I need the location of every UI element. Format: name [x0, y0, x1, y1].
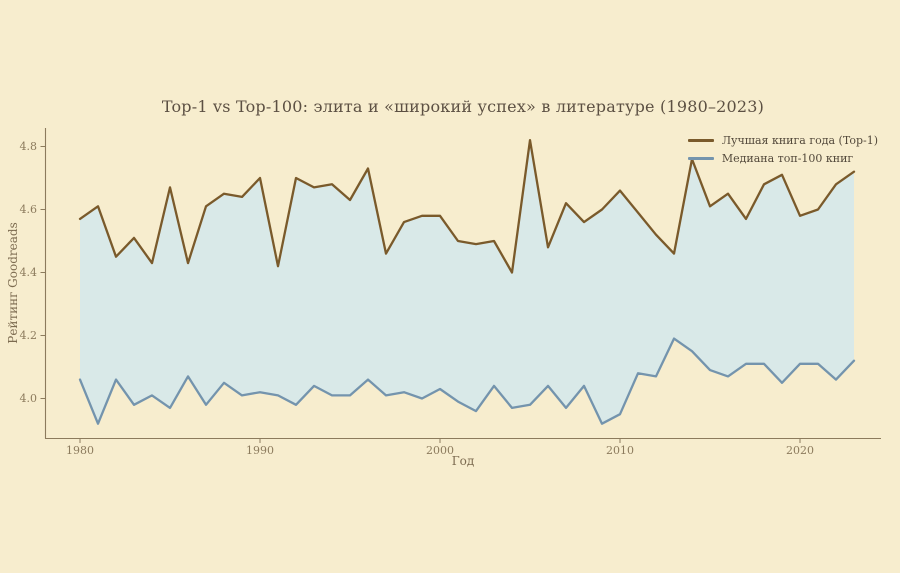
legend-line-swatch	[688, 157, 714, 160]
legend-line-swatch	[688, 139, 714, 142]
chart-svg: 19801990200020102020 4.04.24.44.64.8	[0, 0, 900, 573]
y-tick-label: 4.0	[20, 392, 38, 405]
chart-figure: 19801990200020102020 4.04.24.44.64.8 Top…	[0, 0, 900, 573]
legend-item: Лучшая книга года (Top-1)	[688, 133, 878, 148]
legend: Лучшая книга года (Top-1) Медиана топ-100…	[688, 133, 878, 166]
legend-label: Медиана топ-100 книг	[722, 152, 853, 165]
x-axis-label: Год	[45, 454, 881, 468]
y-axis-label: Рейтинг Goodreads	[6, 133, 20, 433]
area-between-series	[80, 140, 854, 424]
y-tick-label: 4.2	[20, 329, 38, 342]
legend-item: Медиана топ-100 книг	[688, 151, 878, 166]
chart-title: Top-1 vs Top-100: элита и «широкий успех…	[45, 97, 881, 116]
y-tick-label: 4.8	[20, 140, 38, 153]
y-tick-label: 4.6	[20, 203, 38, 216]
legend-label: Лучшая книга года (Top-1)	[722, 134, 878, 147]
y-ticks: 4.0 4.2 4.4 4.6 4.8	[20, 140, 46, 405]
y-tick-label: 4.4	[20, 266, 38, 279]
